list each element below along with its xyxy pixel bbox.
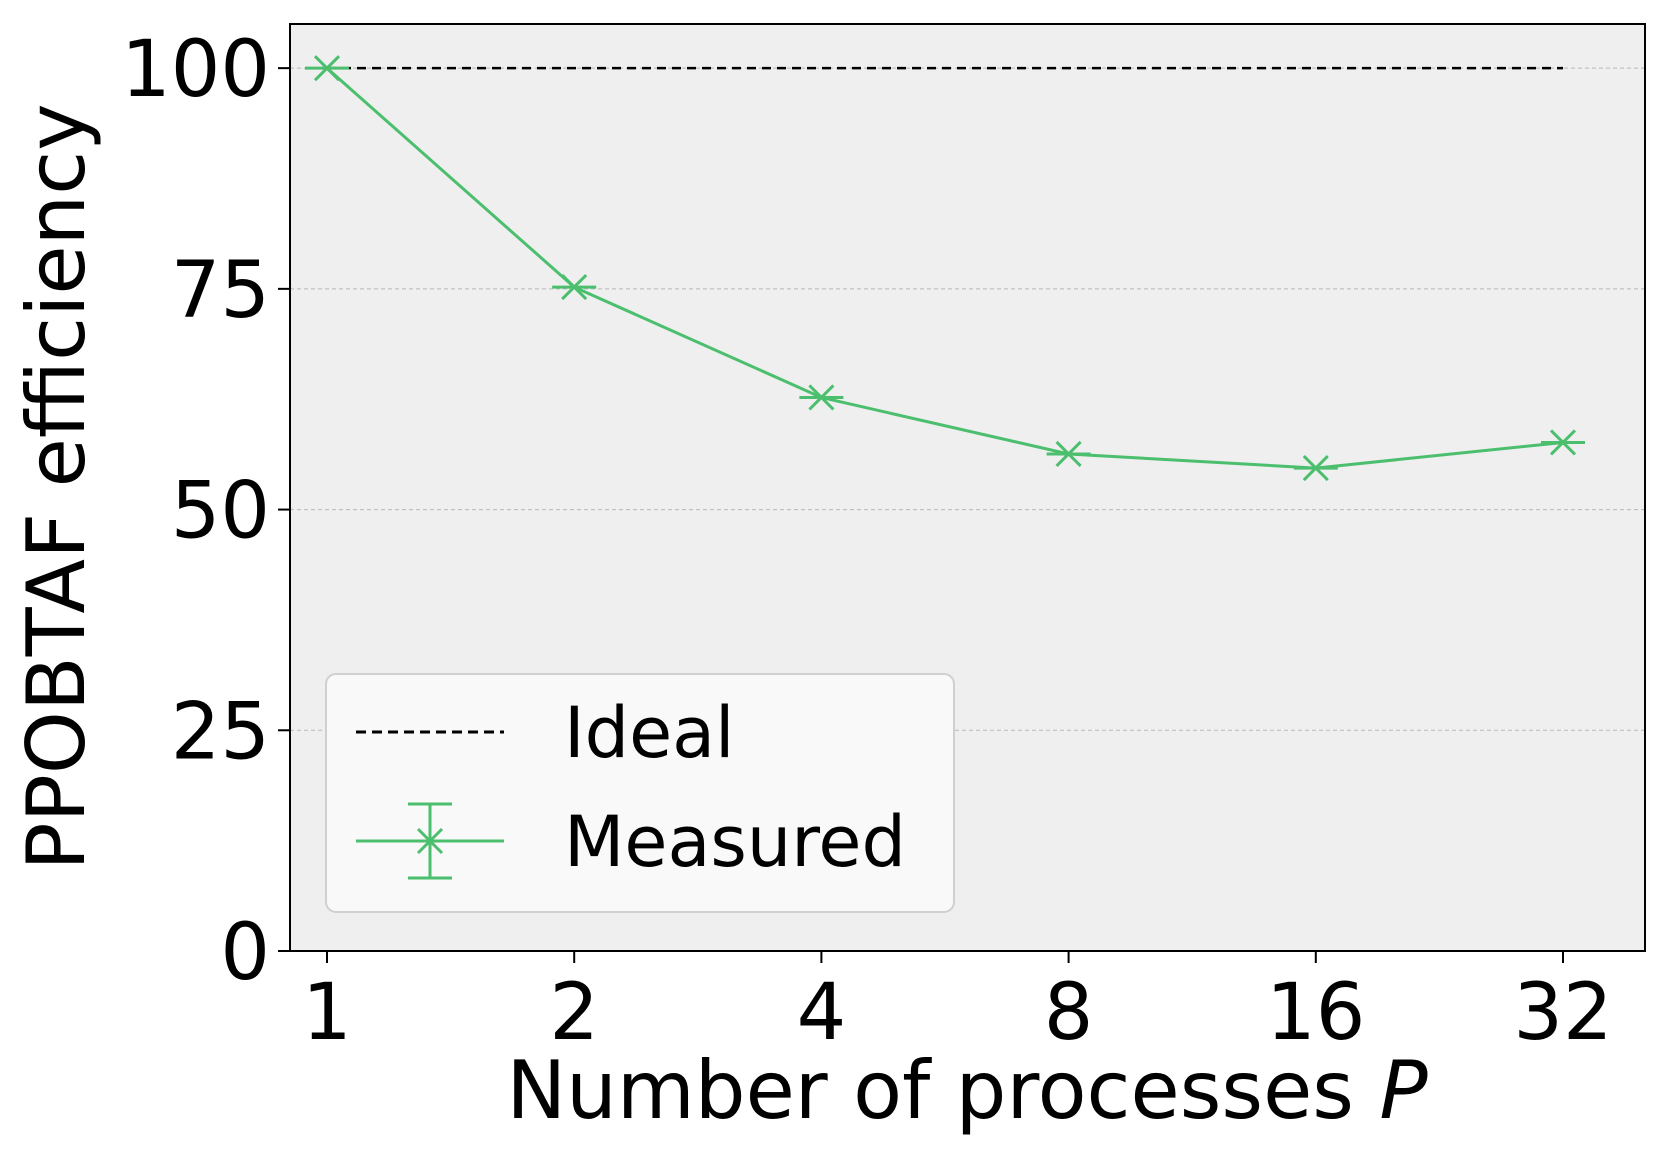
measured-point-16	[1293, 455, 1338, 482]
measured-point-4	[799, 384, 844, 411]
measured-marker-stroke	[313, 55, 341, 82]
legend-ideal-label: Ideal	[564, 692, 735, 774]
x-axis-ticks: 1 2 4 8 16 32	[302, 951, 1613, 1058]
x-tick-label-4: 4	[797, 968, 847, 1058]
y-axis-ticks: 0 25 50 75 100	[121, 25, 290, 998]
x-tick-label-8: 8	[1044, 968, 1094, 1058]
y-axis-title: PPOBTAF efficiency	[10, 103, 103, 870]
measured-point-32	[1541, 429, 1585, 456]
legend-measured-swatch	[356, 802, 504, 880]
y-tick-label-25: 25	[171, 687, 270, 777]
measured-point-1	[305, 55, 349, 82]
legend: Ideal Measured	[325, 673, 955, 913]
x-axis-title: Number of processes P	[506, 1044, 1428, 1137]
series-measured-line	[305, 55, 1585, 482]
y-tick-label-0: 0	[220, 908, 270, 998]
x-tick-label-2: 2	[549, 968, 599, 1058]
y-tick-label-50: 50	[171, 467, 270, 557]
legend-box	[325, 673, 955, 913]
x-tick-label-1: 1	[302, 968, 352, 1058]
measured-point-8	[1046, 440, 1091, 468]
measured-marker-stroke	[1302, 455, 1329, 482]
measured-marker-stroke	[1055, 440, 1082, 468]
measured-marker-stroke	[561, 274, 588, 301]
x-tick-label-16: 16	[1266, 968, 1365, 1058]
x-axis-title-text: Number of processes	[506, 1044, 1379, 1137]
plot-frame	[289, 23, 1646, 952]
measured-line-path	[326, 67, 1564, 470]
measured-marker-stroke	[808, 384, 835, 411]
x-tick-label-32: 32	[1513, 968, 1612, 1058]
y-tick-label-100: 100	[121, 25, 270, 115]
measured-marker-stroke	[1549, 429, 1577, 456]
legend-measured-label: Measured	[564, 801, 906, 883]
measured-point-2	[552, 274, 597, 301]
x-axis-title-variable: P	[1379, 1044, 1428, 1137]
y-tick-label-75: 75	[171, 246, 270, 336]
